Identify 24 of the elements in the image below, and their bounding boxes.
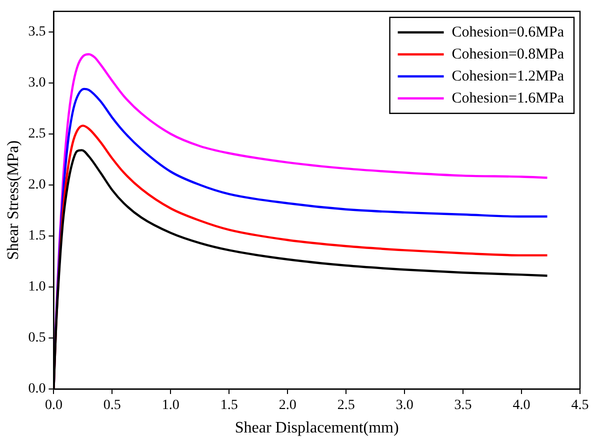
x-tick-label: 1.5 xyxy=(220,398,238,414)
legend-label: Cohesion=1.2MPa xyxy=(452,68,564,84)
legend-label: Cohesion=0.8MPa xyxy=(452,46,564,62)
x-tick-label: 1.0 xyxy=(162,398,180,414)
x-tick-label: 4.0 xyxy=(512,398,530,414)
legend-label: Cohesion=1.6MPa xyxy=(452,90,564,106)
y-tick-label: 0.0 xyxy=(28,382,46,397)
x-tick-label: 2.5 xyxy=(337,398,355,414)
y-tick-label: 2.5 xyxy=(28,126,46,142)
x-tick-label: 0.5 xyxy=(103,398,121,414)
x-tick-label: 0.0 xyxy=(44,398,62,414)
x-tick-label: 3.0 xyxy=(396,398,414,414)
y-tick-label: 0.5 xyxy=(28,330,46,346)
y-tick-label: 1.5 xyxy=(28,228,46,244)
x-axis-title: Shear Displacement(mm) xyxy=(234,420,399,437)
legend-label: Cohesion=0.6MPa xyxy=(452,24,564,40)
x-tick-label: 4.5 xyxy=(571,398,589,414)
y-tick-label: 2.0 xyxy=(28,178,46,193)
y-tick-label: 1.0 xyxy=(28,280,46,295)
x-tick-label: 2.0 xyxy=(278,398,296,414)
x-tick-label: 3.5 xyxy=(454,398,472,414)
y-tick-label: 3.5 xyxy=(28,24,46,40)
y-axis-title: Shear Stress(MPa) xyxy=(4,140,22,260)
y-tick-label: 3.0 xyxy=(28,76,46,91)
